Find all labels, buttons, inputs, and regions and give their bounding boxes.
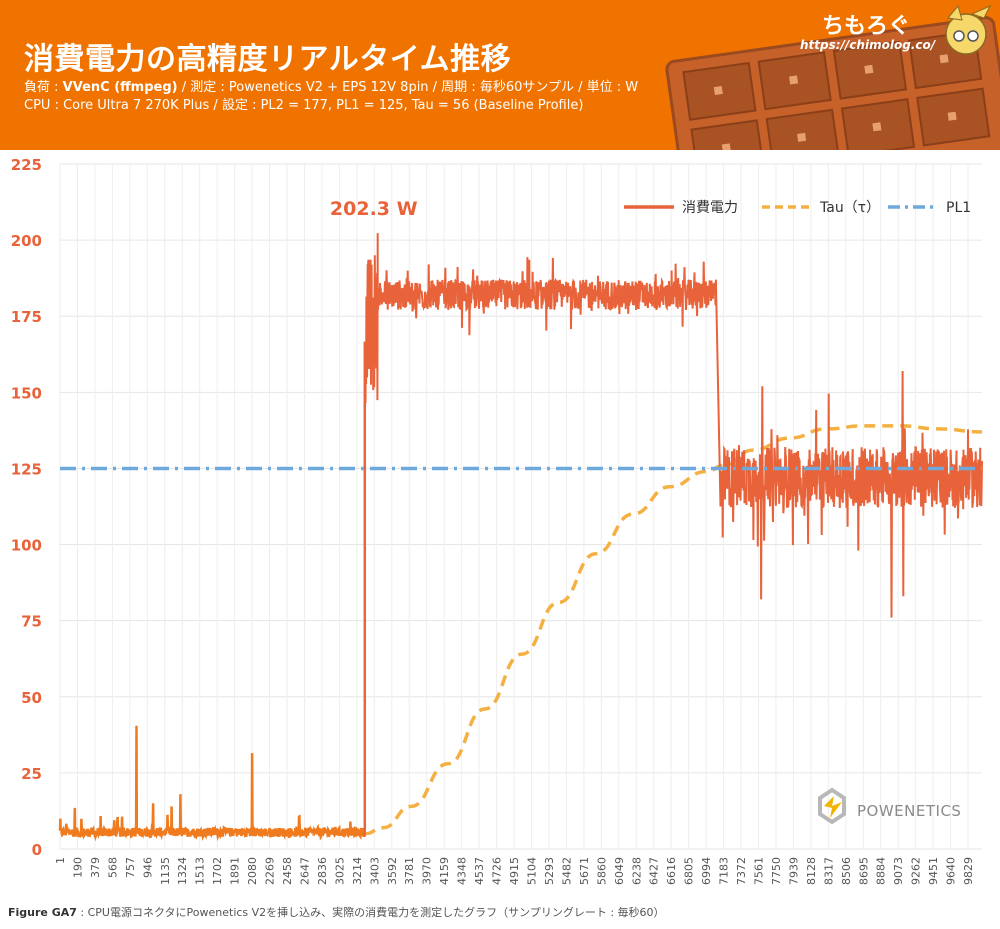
x-tick-label: 1513 <box>194 857 207 885</box>
load-value: VVenC (ffmpeg) <box>62 80 178 95</box>
x-tick-label: 4915 <box>508 857 521 885</box>
x-tick-label: 8884 <box>875 857 888 885</box>
y-tick-label: 175 <box>11 308 42 326</box>
x-tick-label: 3025 <box>333 857 346 885</box>
figure-caption: Figure GA7 : CPU電源コネクタにPowenetics V2を挿し込… <box>8 904 665 920</box>
x-tick-label: 190 <box>71 857 84 878</box>
chart-subtitle-2: CPU : Core Ultra 7 270K Plus / 設定 : PL2 … <box>24 98 584 113</box>
legend-tau-label: Tau（τ） <box>819 200 880 216</box>
x-tick-label: 4348 <box>456 857 469 885</box>
x-tick-label: 1324 <box>176 857 189 885</box>
x-tick-label: 7561 <box>752 857 765 885</box>
x-tick-label: 2458 <box>281 857 294 885</box>
x-tick-label: 568 <box>106 857 119 878</box>
x-tick-label: 7183 <box>718 857 731 885</box>
x-tick-label: 4159 <box>438 857 451 885</box>
cpu-chip-icon <box>665 4 1000 150</box>
legend-power-label: 消費電力 <box>682 200 738 216</box>
x-axis-ticks: 1 190 379 568 757 946 1135 1324 1513 1702 1891 2080… <box>54 857 975 885</box>
chart-title: 消費電力の高精度リアルタイム推移 <box>24 42 512 77</box>
figure-label: Figure GA7 <box>8 906 77 919</box>
power-series-idle-line <box>58 341 367 842</box>
x-tick-label: 8695 <box>857 857 870 885</box>
x-tick-label: 4537 <box>473 857 486 885</box>
powenetics-logo-text: POWENETICS <box>857 802 961 820</box>
x-tick-label: 3592 <box>386 857 399 885</box>
x-tick-label: 379 <box>89 857 102 878</box>
x-tick-label: 5860 <box>595 857 608 885</box>
measurement-info: / 測定 : Powenetics V2 + EPS 12V 8pin / 周期… <box>177 80 639 95</box>
x-tick-label: 9829 <box>962 857 975 885</box>
x-tick-label: 1135 <box>159 857 172 885</box>
x-tick-label: 757 <box>124 857 137 878</box>
x-tick-label: 5671 <box>578 857 591 885</box>
x-tick-label: 1702 <box>211 857 224 885</box>
x-tick-label: 5482 <box>560 857 573 885</box>
load-label: 負荷 : <box>24 80 63 95</box>
x-tick-label: 3403 <box>368 857 381 885</box>
x-tick-label: 6994 <box>700 857 713 885</box>
x-tick-label: 8128 <box>805 857 818 885</box>
y-tick-label: 25 <box>21 765 42 783</box>
x-tick-label: 6049 <box>613 857 626 885</box>
chart-series <box>58 233 983 842</box>
powenetics-logo: POWENETICS <box>818 787 961 825</box>
x-tick-label: 2647 <box>298 857 311 885</box>
mascot-icon <box>945 4 992 55</box>
peak-data-label: 202.3 W <box>330 198 418 220</box>
tau-series-line <box>364 424 983 836</box>
y-axis-ticks: 0 25 50 75 100 125 150 175 200 225 <box>11 156 42 859</box>
site-url: https://chimolog.co/ <box>800 38 936 52</box>
x-tick-label: 7750 <box>770 857 783 885</box>
x-tick-label: 5293 <box>543 857 556 885</box>
x-tick-label: 2080 <box>246 857 259 885</box>
x-tick-label: 9073 <box>892 857 905 885</box>
chart-subtitle-1: 負荷 : VVenC (ffmpeg) / 測定 : Powenetics V2… <box>24 76 638 95</box>
y-tick-label: 0 <box>32 841 42 859</box>
y-tick-label: 50 <box>21 689 42 707</box>
x-tick-label: 946 <box>141 857 154 878</box>
x-tick-label: 4726 <box>491 857 504 885</box>
x-tick-label: 5104 <box>525 857 538 885</box>
x-tick-label: 2269 <box>264 857 277 885</box>
x-tick-label: 6427 <box>648 857 661 885</box>
x-tick-label: 6805 <box>683 857 696 885</box>
x-tick-label: 3214 <box>351 857 364 885</box>
y-tick-label: 75 <box>21 613 42 631</box>
chart-legend: 消費電力 Tau（τ） PL1 <box>624 200 971 216</box>
x-tick-label: 3970 <box>421 857 434 885</box>
x-tick-label: 2836 <box>316 857 329 885</box>
x-tick-label: 7372 <box>735 857 748 885</box>
site-brand: ちもろぐ <box>822 14 911 39</box>
chart-grid <box>59 163 982 850</box>
y-tick-label: 125 <box>11 460 42 478</box>
x-tick-label: 7939 <box>787 857 800 885</box>
figure-caption-text: : CPU電源コネクタにPowenetics V2を挿し込み、実際の消費電力を測… <box>76 906 665 919</box>
x-tick-label: 6616 <box>665 857 678 885</box>
header-banner: 消費電力の高精度リアルタイム推移 負荷 : VVenC (ffmpeg) / 測… <box>0 0 1000 150</box>
y-tick-label: 100 <box>11 537 42 555</box>
x-tick-label: 9640 <box>945 857 958 885</box>
power-chart: 0 25 50 75 100 125 150 175 200 225 1 190 379 568 757 9… <box>11 156 983 885</box>
y-tick-label: 225 <box>11 156 42 174</box>
y-tick-label: 150 <box>11 384 42 402</box>
x-tick-label: 9451 <box>927 857 940 885</box>
x-tick-label: 8317 <box>822 857 835 885</box>
x-tick-label: 3781 <box>403 857 416 885</box>
x-tick-label: 1 <box>54 857 67 864</box>
x-tick-label: 1891 <box>229 857 242 885</box>
x-tick-label: 9262 <box>910 857 923 885</box>
power-series-line <box>363 233 983 837</box>
legend-pl1-label: PL1 <box>946 200 971 216</box>
y-tick-label: 200 <box>11 232 42 250</box>
x-tick-label: 6238 <box>630 857 643 885</box>
x-tick-label: 8506 <box>840 857 853 885</box>
